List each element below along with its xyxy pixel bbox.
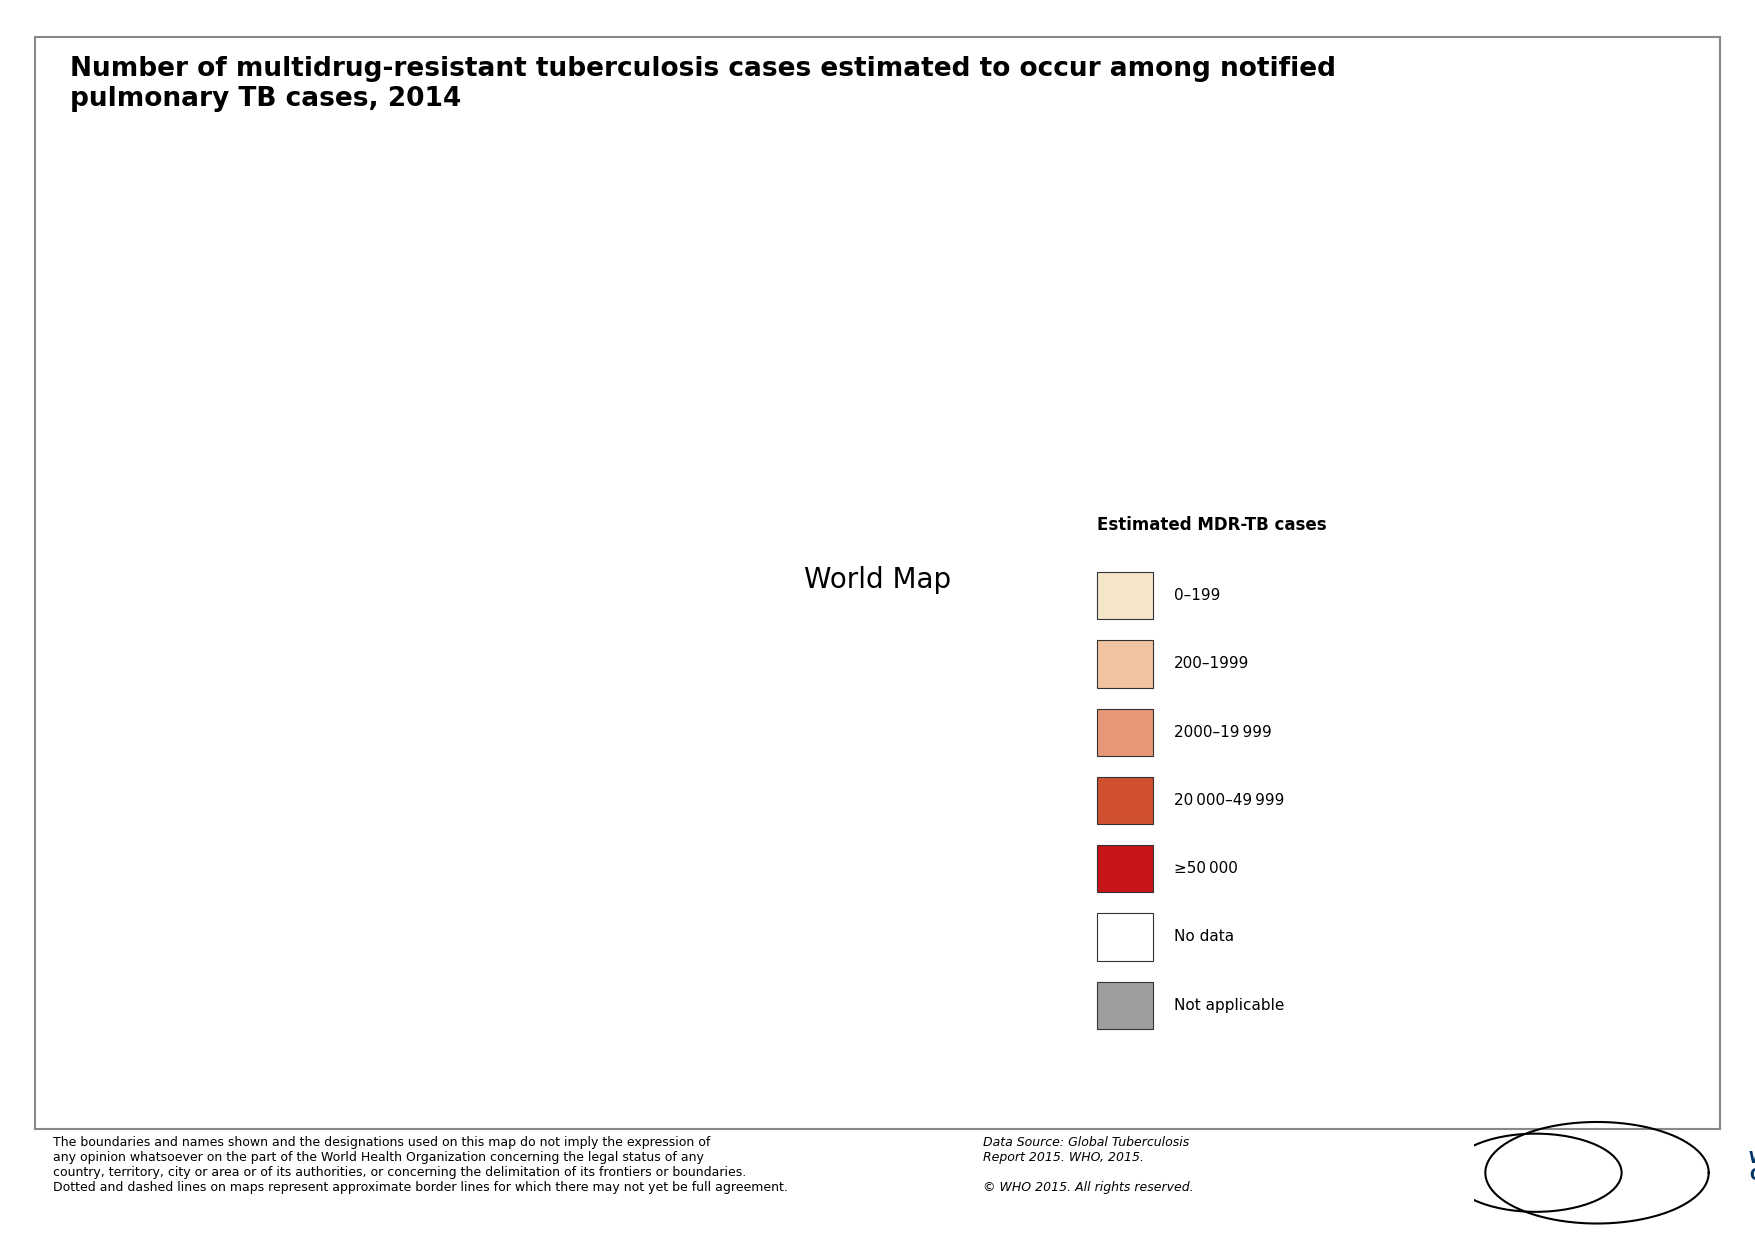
Text: The boundaries and names shown and the designations used on this map do not impl: The boundaries and names shown and the d… <box>53 1136 788 1194</box>
Text: Estimated MDR-TB cases: Estimated MDR-TB cases <box>1097 515 1327 534</box>
Text: 200–1999: 200–1999 <box>1174 656 1250 671</box>
Text: Not applicable: Not applicable <box>1174 998 1285 1013</box>
Text: World Map: World Map <box>804 566 951 594</box>
Text: ≥50 000: ≥50 000 <box>1174 861 1237 876</box>
Text: No data: No data <box>1174 930 1234 944</box>
Text: World Health
Organization: World Health Organization <box>1750 1150 1755 1183</box>
Text: Data Source: Global Tuberculosis
Report 2015. WHO, 2015.

© WHO 2015. All rights: Data Source: Global Tuberculosis Report … <box>983 1136 1193 1194</box>
Text: 20 000–49 999: 20 000–49 999 <box>1174 793 1285 808</box>
Text: 0–199: 0–199 <box>1174 588 1220 603</box>
Text: 2000–19 999: 2000–19 999 <box>1174 725 1272 740</box>
Text: Number of multidrug-resistant tuberculosis cases estimated to occur among notifi: Number of multidrug-resistant tuberculos… <box>70 56 1336 112</box>
